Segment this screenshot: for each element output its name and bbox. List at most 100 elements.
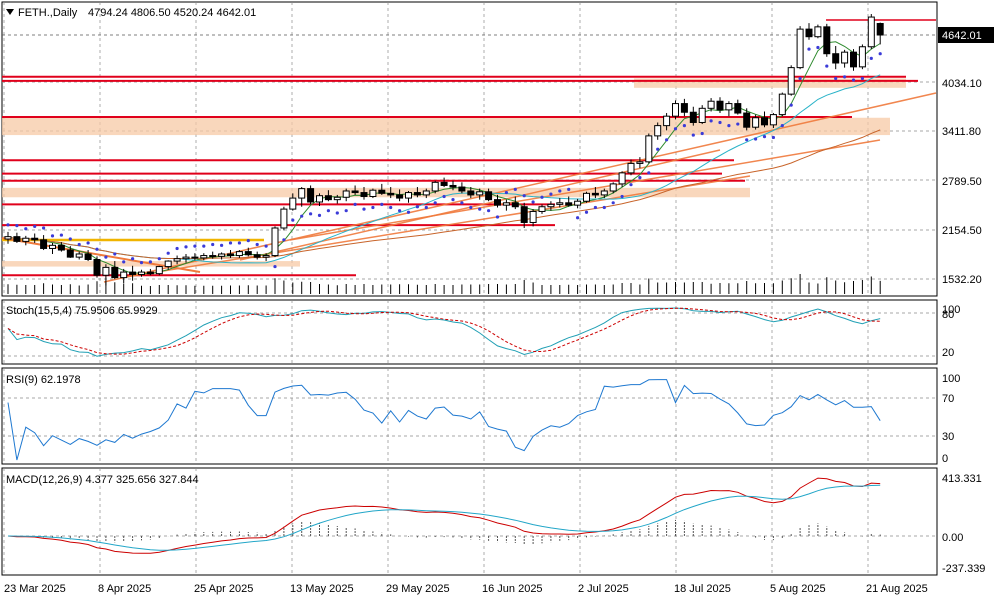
sar-dot: [33, 224, 37, 229]
stoch-pane[interactable]: [1, 299, 938, 365]
sar-dot: [665, 138, 669, 142]
candle-body: [778, 93, 786, 116]
sar-dot: [309, 212, 313, 216]
sar-dot: [86, 241, 90, 245]
candle-body: [591, 192, 599, 196]
sar-dot: [558, 189, 562, 193]
candle-body: [227, 253, 234, 257]
macd-tick: 413.331: [942, 473, 982, 485]
sar-dot: [335, 211, 339, 215]
candle-body: [449, 184, 457, 188]
candle-body: [502, 202, 510, 206]
candle-body: [583, 192, 590, 202]
rsi-line: [7, 379, 881, 461]
time-axis[interactable]: 23 Mar 2025 8 Apr 2025 25 Apr 2025 13 Ma…: [4, 583, 928, 595]
rsi-axis: 100 70 30 0: [942, 373, 960, 465]
date-label: 18 Jul 2025: [674, 583, 731, 595]
rsi-tick: 0: [942, 453, 948, 465]
sar-dot: [682, 124, 687, 128]
candle-body: [271, 227, 279, 257]
candle-body: [832, 53, 840, 64]
candles: [4, 14, 884, 286]
candle-body: [369, 189, 377, 197]
macd-signal-line: [7, 484, 881, 551]
candle-body: [663, 115, 671, 127]
sar-dot: [843, 75, 847, 79]
sar-dot: [513, 187, 517, 192]
macd-pane[interactable]: [1, 467, 938, 576]
date-label: 5 Aug 2025: [770, 583, 826, 595]
candle-body: [22, 237, 30, 242]
sar-dot: [415, 205, 419, 209]
sar-dot: [42, 226, 46, 230]
candle-body: [138, 271, 145, 275]
price-zone: [634, 78, 906, 88]
sar-dot: [131, 257, 135, 261]
candle-body: [761, 117, 768, 126]
candle-body: [574, 200, 582, 206]
sar-dot: [504, 190, 508, 195]
candle-body: [823, 26, 831, 55]
sar-dot: [754, 137, 758, 141]
candle-body: [547, 203, 555, 208]
sar-dot: [727, 124, 731, 128]
sar-dot: [184, 245, 188, 249]
candle-body: [734, 103, 742, 114]
candle-body: [324, 195, 332, 201]
candle-body: [120, 271, 128, 279]
current-price-value: 4642.01: [942, 30, 982, 42]
sar-dot: [6, 223, 10, 227]
rsi-tick: 100: [942, 373, 960, 385]
sar-dot: [406, 210, 411, 214]
sar-dot: [495, 215, 500, 219]
sar-dot: [745, 138, 749, 142]
candle-body: [698, 107, 706, 123]
price-tick: 2789.50: [942, 176, 982, 188]
sar-dot: [460, 201, 464, 205]
candle-body: [636, 161, 644, 164]
rsi-pane[interactable]: [1, 367, 938, 465]
sar-dot: [860, 76, 865, 81]
price-axis[interactable]: 4034.10 3411.80 2789.50 2154.50 1532.20: [942, 78, 982, 286]
candle-body: [520, 206, 528, 223]
candle-body: [155, 266, 163, 275]
macd-tick: -237.339: [942, 563, 985, 575]
macd-axis: 413.331 0.00 -237.339: [942, 473, 985, 575]
sar-dot: [629, 183, 633, 187]
sar-dot: [620, 194, 624, 199]
candle-body: [209, 255, 217, 258]
sar-dot: [593, 205, 598, 210]
sar-dot: [175, 246, 179, 251]
candle-body: [556, 202, 564, 205]
sar-dot: [344, 209, 348, 213]
volume-ticks: [7, 274, 881, 294]
price-tick: 4034.10: [942, 78, 982, 90]
candle-body: [129, 271, 137, 275]
candle-body: [396, 194, 404, 199]
candle-body: [511, 202, 519, 208]
candle-body: [405, 192, 412, 199]
sar-dot: [255, 242, 259, 247]
sar-dot: [691, 133, 695, 137]
candle-body: [280, 208, 288, 229]
macd-tick: 0.00: [942, 532, 963, 544]
sar-dot: [166, 251, 170, 255]
candle-body: [351, 190, 359, 194]
sar-dot: [433, 201, 437, 205]
sar-dot: [389, 205, 393, 210]
sar-dot: [780, 124, 784, 128]
sar-dot: [157, 257, 161, 261]
sar-dot: [531, 200, 535, 204]
candle-body: [13, 236, 21, 242]
date-label: 8 Apr 2025: [98, 583, 151, 595]
sar-dot: [380, 202, 384, 206]
price-tick: 1532.20: [942, 274, 982, 286]
price-pane[interactable]: [1, 1, 938, 297]
sar-dot: [869, 56, 873, 60]
sar-dot: [647, 171, 651, 175]
sar-dot: [273, 264, 277, 269]
rsi-tick: 30: [942, 431, 954, 443]
rsi-tick: 70: [942, 393, 954, 405]
candle-body: [743, 112, 751, 128]
